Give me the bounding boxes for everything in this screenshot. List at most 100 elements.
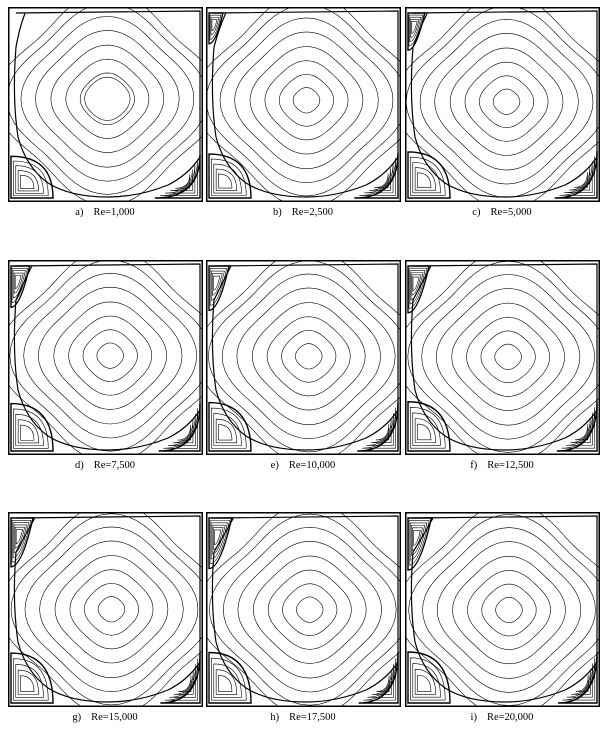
bottom-right-vortex-contour — [364, 163, 394, 194]
bottom-right-vortex-contour — [561, 407, 596, 449]
primary-vortex-contour — [452, 555, 566, 665]
bottom-right-vortex-contour — [575, 675, 589, 692]
bottom-left-vortex-contour — [17, 170, 40, 192]
top-left-vortex-contour — [208, 517, 233, 570]
primary-vortex-contour — [84, 76, 131, 121]
primary-vortex-contour — [82, 329, 138, 382]
bottom-right-vortex-contour — [554, 151, 598, 199]
primary-vortex-contour — [237, 540, 382, 679]
top-left-vortex-contour — [409, 522, 428, 561]
top-left-vortex-contour — [211, 19, 218, 32]
primary-vortex-contour — [405, 260, 600, 455]
primary-vortex-contour — [434, 32, 579, 171]
bottom-left-vortex-contour — [417, 423, 432, 441]
separatrix-contour — [211, 263, 399, 451]
bottom-left-vortex-contour — [218, 675, 233, 692]
top-left-vortex-contour — [212, 273, 223, 296]
primary-vortex-contour — [234, 31, 379, 170]
bottom-right-vortex-contour — [372, 669, 392, 695]
bottom-left-vortex-contour — [414, 418, 437, 443]
bottom-right-vortex-contour — [358, 652, 399, 704]
top-left-vortex-contour — [12, 522, 30, 558]
separatrix-contour — [410, 263, 598, 451]
bottom-right-vortex-contour — [575, 423, 589, 441]
primary-vortex-contour — [494, 343, 522, 370]
panel-caption: a) Re=1,000 — [4, 207, 206, 218]
bottom-left-vortex-contour — [15, 664, 44, 698]
bottom-left-vortex-contour — [215, 168, 238, 191]
panel-caption: e) Re=10,000 — [202, 460, 404, 471]
top-left-vortex-contour — [413, 529, 421, 546]
primary-vortex-contour — [495, 596, 523, 624]
bottom-left-vortex-contour — [410, 156, 446, 196]
bottom-left-vortex-contour — [417, 172, 432, 188]
top-left-vortex-contour — [214, 529, 222, 545]
bottom-right-vortex-contour — [569, 167, 591, 191]
panel-caption: d) Re=7,500 — [4, 460, 206, 471]
top-left-vortex-contour — [10, 517, 34, 568]
primary-vortex-contour — [278, 74, 335, 127]
primary-vortex-contour — [206, 260, 401, 455]
cavity-border — [405, 260, 600, 455]
primary-vortex-contour — [467, 570, 551, 650]
bottom-left-vortex-contour — [208, 401, 252, 452]
panel-h: h) Re=17,500 — [202, 505, 401, 746]
top-left-vortex-contour — [13, 272, 24, 294]
primary-vortex-contour — [24, 526, 199, 692]
top-left-vortex-contour — [408, 520, 430, 566]
top-left-vortex-contour — [13, 524, 28, 554]
primary-vortex-contour — [65, 58, 150, 139]
bottom-right-vortex-contour — [169, 664, 196, 698]
streamline-plot-d — [8, 260, 203, 455]
bottom-left-vortex-contour — [213, 163, 242, 194]
top-left-vortex-contour — [407, 265, 430, 314]
bottom-left-vortex-contour — [13, 408, 49, 449]
bottom-left-vortex-contour — [414, 167, 437, 191]
panel-label: e) — [270, 460, 279, 471]
primary-vortex-contour — [9, 260, 203, 452]
bottom-right-vortex-contour — [359, 157, 396, 196]
primary-vortex-contour — [451, 302, 565, 411]
primary-vortex-contour — [480, 330, 536, 384]
primary-vortex-contour — [79, 72, 135, 126]
bottom-left-vortex-contour — [407, 651, 451, 704]
panel-f: f) Re=12,500 — [401, 253, 600, 494]
top-left-vortex-contour — [14, 526, 26, 549]
bottom-right-vortex-contour — [367, 663, 394, 698]
bottom-right-vortex-contour — [376, 675, 390, 692]
bottom-right-vortex-contour — [556, 401, 598, 452]
primary-vortex-contour — [219, 17, 394, 184]
top-left-vortex-contour — [407, 517, 433, 571]
separatrix-contour — [13, 515, 201, 703]
top-left-vortex-contour — [411, 525, 426, 556]
top-left-vortex-contour — [10, 265, 31, 309]
reynolds-number-label: Re=17,500 — [289, 712, 336, 723]
bottom-left-vortex-contour — [407, 151, 451, 199]
bottom-left-vortex-contour — [13, 160, 49, 196]
primary-vortex-contour — [267, 569, 352, 650]
primary-vortex-contour — [96, 342, 124, 369]
panel-a: a) Re=1,000 — [4, 0, 203, 241]
primary-vortex-contour — [408, 514, 600, 706]
primary-vortex-contour — [264, 60, 349, 141]
primary-vortex-contour — [38, 286, 183, 425]
bottom-left-vortex-contour — [410, 407, 446, 449]
primary-vortex-contour — [206, 512, 401, 707]
bottom-left-vortex-contour — [412, 412, 441, 446]
bottom-left-vortex-contour — [17, 419, 40, 444]
primary-vortex-contour — [407, 260, 600, 453]
panel-i: i) Re=20,000 — [401, 505, 600, 746]
primary-vortex-contour — [422, 527, 596, 693]
primary-vortex-contour — [206, 7, 401, 202]
primary-vortex-contour — [478, 75, 535, 128]
cavity-border — [8, 260, 203, 455]
bottom-left-vortex-contour — [218, 424, 233, 441]
bottom-right-vortex-contour — [170, 169, 193, 191]
bottom-left-vortex-contour — [20, 174, 35, 189]
top-left-vortex-contour — [212, 527, 224, 550]
bottom-right-vortex-contour — [566, 663, 593, 698]
panel-caption: g) Re=15,000 — [4, 712, 206, 723]
top-left-vortex-contour — [210, 522, 228, 560]
primary-vortex-contour — [435, 288, 581, 426]
bottom-right-vortex-contour — [571, 669, 591, 695]
